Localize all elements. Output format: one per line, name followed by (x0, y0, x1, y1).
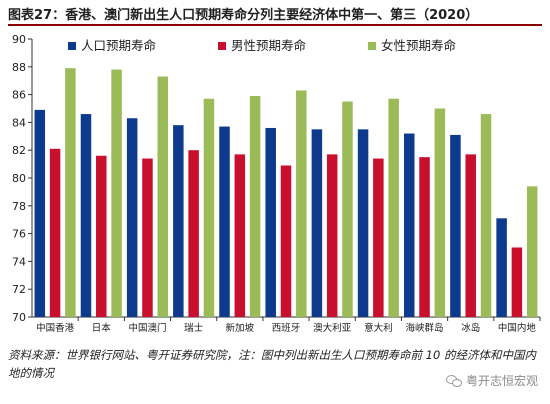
x-tick-label: 冰岛 (461, 322, 480, 334)
y-tick-label: 80 (12, 172, 26, 185)
legend-swatch (68, 42, 76, 50)
x-tick-label: 中国内地 (498, 322, 537, 334)
y-tick-label: 84 (12, 116, 26, 129)
y-tick-label: 86 (12, 89, 26, 102)
title-divider (8, 24, 542, 26)
bar (403, 133, 415, 317)
bar (126, 118, 138, 317)
legend-swatch (218, 42, 226, 50)
bar (465, 154, 476, 317)
x-tick-label: 中国香港 (36, 322, 75, 334)
x-tick-label: 日本 (92, 322, 112, 334)
bar (434, 108, 446, 317)
bar (357, 129, 369, 317)
life-expectancy-chart: 70 72 74 76 78 80 82 84 86 88 90 中国香港 日本 中国澳门 瑞士 新加坡 西班牙… (12, 33, 541, 334)
x-tick-label: 西班牙 (272, 322, 301, 334)
x-tick-label: 中国澳门 (128, 322, 166, 334)
bar (188, 150, 199, 317)
legend-label: 女性预期寿命 (381, 38, 457, 53)
bar (249, 95, 261, 318)
bar (526, 186, 538, 317)
bar (450, 134, 461, 317)
bar (49, 148, 61, 317)
y-tick-label: 82 (12, 144, 26, 157)
bar (296, 90, 307, 318)
bar (96, 155, 107, 317)
bar (326, 154, 338, 317)
legend-label: 人口预期寿命 (81, 38, 157, 53)
bar (234, 154, 246, 317)
bar (203, 98, 215, 318)
wechat-icon (445, 374, 462, 387)
bar (496, 218, 507, 317)
x-tick-label: 海峡群岛 (406, 322, 444, 334)
bar (511, 247, 523, 317)
legend-label: 男性预期寿命 (231, 38, 307, 53)
x-tick-label: 澳大利亚 (313, 322, 352, 334)
x-tick-label: 新加坡 (226, 322, 255, 334)
bar (219, 126, 230, 317)
y-tick-label: 72 (12, 283, 26, 296)
y-tick-label: 76 (12, 228, 26, 241)
y-tick-label: 88 (12, 61, 26, 74)
bar (388, 98, 399, 318)
bar (419, 157, 430, 317)
bar (373, 158, 384, 317)
bar (80, 114, 92, 317)
x-tick-label: 瑞士 (184, 322, 204, 334)
bar (280, 165, 292, 317)
bar (34, 109, 46, 317)
x-tick-label: 意大利 (364, 322, 393, 334)
y-tick-label: 70 (12, 311, 26, 324)
bar (157, 76, 169, 317)
bar (342, 101, 353, 317)
bar (480, 114, 492, 317)
bar (65, 68, 76, 317)
watermark: 粤开志恒宏观 (445, 372, 538, 389)
figure-title: 图表27：香港、澳门新出生人口预期寿命分列主要经济体中第一、第三（2020） (8, 8, 479, 23)
bar (311, 129, 323, 317)
y-tick-label: 78 (12, 200, 26, 213)
y-tick-label: 74 (12, 255, 26, 268)
watermark-text: 粤开志恒宏观 (465, 374, 538, 388)
bar (173, 125, 184, 318)
legend-swatch (368, 42, 376, 50)
y-tick-label: 90 (12, 33, 26, 46)
source-note: 资料来源：世界银行网站、粤开证券研究院，注：图中列出新出生人口预期寿命前 10 … (8, 348, 536, 380)
bar (142, 158, 153, 317)
bar (265, 127, 276, 318)
bar (111, 69, 122, 317)
